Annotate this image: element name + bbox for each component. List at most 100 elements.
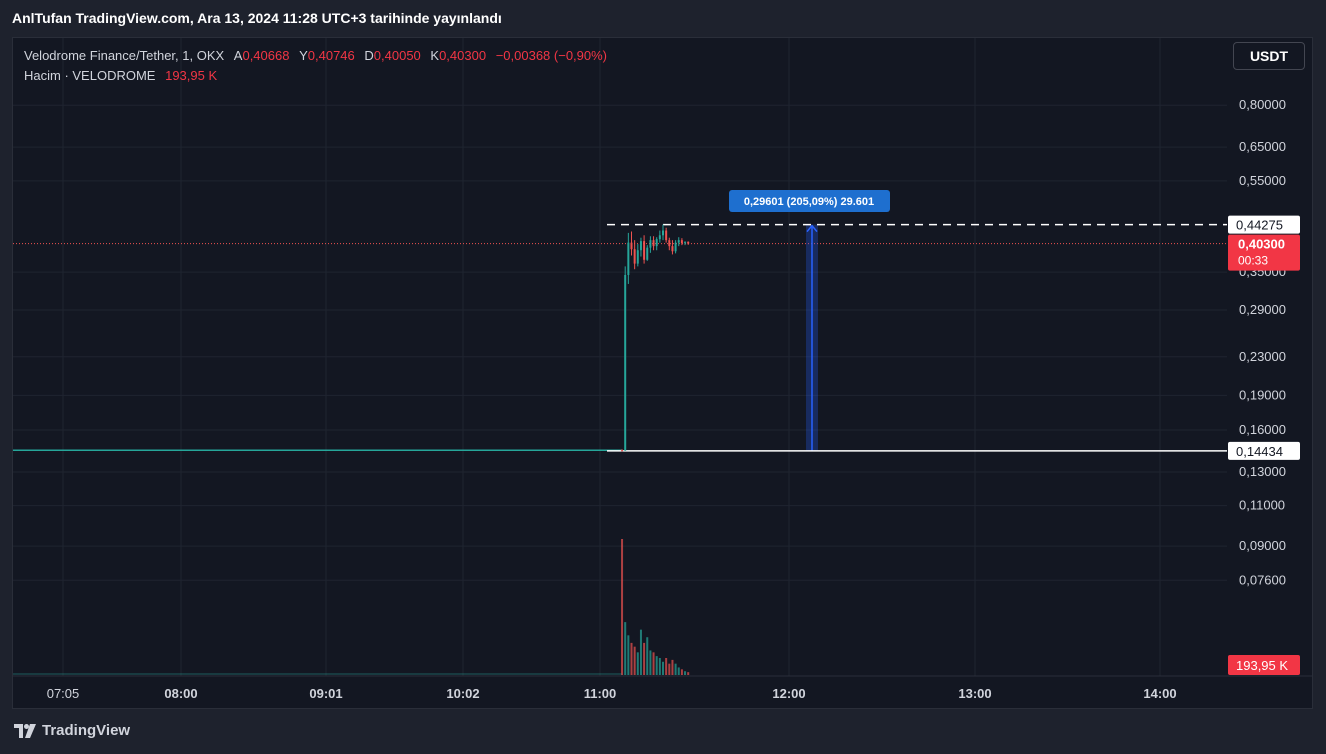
volume-bar (646, 637, 649, 675)
y-tick-label: 0,13000 (1239, 464, 1286, 479)
y-tick-label: 0,16000 (1239, 422, 1286, 437)
candle-body (684, 242, 687, 244)
candle-body (643, 241, 646, 260)
volume-bar (687, 672, 690, 675)
x-tick-label: 11:00 (584, 686, 617, 701)
measure-high-tag: 0,44275 (1228, 215, 1300, 234)
ohlc-row: Velodrome Finance/Tether, 1, OKX A0,4066… (24, 46, 607, 66)
tradingview-logo[interactable]: TradingView (14, 722, 130, 739)
x-tick-label: 13:00 (958, 686, 991, 701)
symbol-name[interactable]: Velodrome Finance/Tether, 1, OKX (24, 48, 225, 63)
currency-button[interactable]: USDT (1233, 42, 1305, 70)
candle-body (633, 249, 636, 264)
candle-body (630, 242, 633, 250)
x-tick-label: 14:00 (1143, 686, 1176, 701)
low-value: 0,40050 (373, 48, 421, 63)
chart-panel[interactable]: 0,29601 (205,09%) 29.601 0,80000 0,65000 0,… (12, 37, 1313, 709)
y-tick-label: 0,11000 (1239, 498, 1285, 513)
y-tick-label: 0,07600 (1239, 572, 1286, 587)
published-header: AnlTufan TradingView.com, Ara 13, 2024 1… (12, 10, 502, 26)
y-tick-label: 0,65000 (1239, 139, 1286, 154)
high-value: 0,40746 (307, 48, 355, 63)
candle-body (636, 250, 639, 264)
candle-body (677, 240, 680, 243)
measure-low-tag-text: 0,14434 (1236, 444, 1283, 459)
last-price-tag-box (1228, 234, 1300, 271)
volume-bar (655, 656, 658, 675)
volume-bar (621, 539, 624, 675)
low-label: D (364, 48, 374, 63)
candle-body (655, 239, 658, 247)
volume-value: 193,95 K (165, 68, 218, 83)
close-value: 0,40300 (439, 48, 487, 63)
candle-body (662, 230, 664, 236)
y-tick-label: 0,19000 (1239, 387, 1286, 402)
price-chart[interactable]: 0,29601 (205,09%) 29.601 0,80000 0,65000 0,… (13, 38, 1313, 709)
volume-bar (639, 629, 642, 675)
x-tick-label: 09:01 (309, 686, 342, 701)
volume-bar (658, 658, 661, 675)
open-value: 0,40668 (242, 48, 290, 63)
volume-bar (684, 671, 687, 675)
tradingview-logo-icon (14, 723, 36, 738)
candle-body (621, 450, 624, 452)
measure-high-tag-text: 0,44275 (1236, 218, 1283, 233)
y-tick-label: 0,23000 (1239, 349, 1286, 364)
measure-low-tag-box (1228, 441, 1300, 460)
measure-label: 0,29601 (205,09%) 29.601 (729, 190, 890, 212)
y-tick-label: 0,55000 (1239, 173, 1286, 188)
measure-arrow-head (806, 224, 818, 233)
volume-indicator-label[interactable]: Hacim · VELODROME (24, 68, 156, 83)
chart-legend: Velodrome Finance/Tether, 1, OKX A0,4066… (24, 46, 607, 86)
measure-high-tag-box (1228, 215, 1300, 234)
y-tick-label: 0,29000 (1239, 302, 1286, 317)
x-tick-label: 12:00 (772, 686, 805, 701)
volume-bar (662, 661, 664, 675)
volume-tag: 193,95 K (1228, 655, 1300, 675)
volume-bar (643, 642, 646, 675)
volume-bar (624, 622, 627, 675)
volume-bar (671, 659, 674, 675)
volume-row: Hacim · VELODROME 193,95 K (24, 66, 607, 86)
x-tick-label: 08:00 (164, 686, 197, 701)
x-tick-label: 10:02 (446, 686, 479, 701)
candle-body (668, 240, 671, 247)
change-value: −0,00368 (−0,90%) (495, 48, 608, 63)
y-tick-label: 0,09000 (1239, 538, 1286, 553)
candle-body (646, 247, 649, 260)
measure-label-box (729, 190, 890, 212)
candle-body (687, 241, 690, 244)
volume-bar (674, 663, 677, 675)
volume-bar (649, 650, 652, 675)
candle-body (652, 240, 655, 247)
close-label: K (430, 48, 440, 63)
volume-bar (630, 642, 633, 675)
open-label: A (233, 48, 243, 63)
candle-body (649, 240, 652, 248)
volume-bar (680, 669, 683, 675)
volume-bar (636, 652, 639, 675)
volume-bar (677, 667, 680, 675)
high-label: Y (299, 48, 308, 63)
candle-body (680, 240, 683, 244)
measure-low-tag: 0,14434 (1228, 441, 1300, 460)
candle-body (658, 235, 661, 240)
volume-bar (665, 658, 668, 675)
candle-body (665, 230, 668, 241)
last-price-tag: 0,40300 00:33 (1228, 234, 1300, 271)
last-price-value: 0,40300 (1238, 237, 1285, 252)
volume-bar (652, 652, 655, 675)
measure-label-text: 0,29601 (205,09%) 29.601 (744, 196, 874, 208)
volume-tag-box (1228, 655, 1300, 675)
candle-body (639, 241, 642, 251)
y-tick-label: 0,80000 (1239, 97, 1286, 112)
candle-body (674, 242, 677, 252)
brand-text: TradingView (42, 722, 131, 739)
volume-bar (627, 635, 630, 675)
last-price-countdown: 00:33 (1238, 254, 1268, 268)
volume-tag-text: 193,95 K (1236, 658, 1288, 673)
candle-body (624, 274, 627, 451)
candle-body (627, 242, 630, 275)
volume-bar (633, 646, 636, 675)
volume-bar (668, 663, 671, 675)
